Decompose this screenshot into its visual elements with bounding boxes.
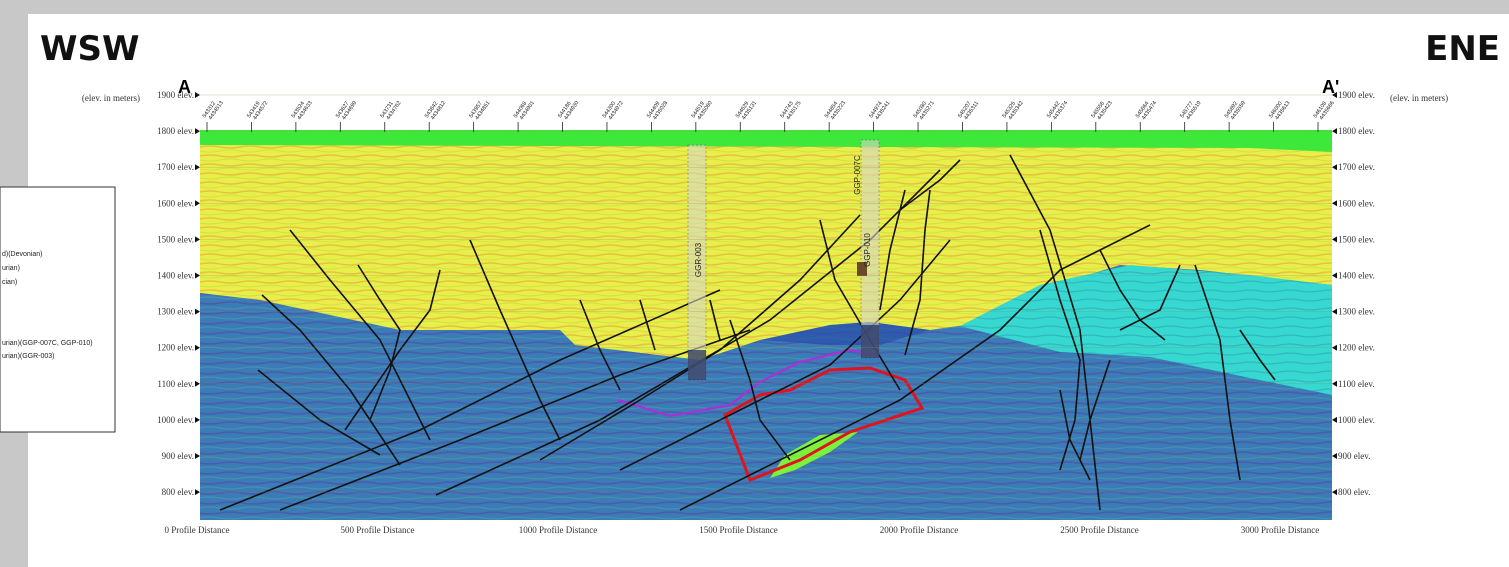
elevation-label: 1200 elev. <box>1338 343 1375 353</box>
distance-label: 2500 Profile Distance <box>1060 525 1138 535</box>
cross-section: d)(Devonian) urian) cian) urian)(GGP-007… <box>0 0 1509 567</box>
well-segment <box>688 350 706 380</box>
direction-right: ENE <box>1425 29 1500 69</box>
elevation-label: 1600 elev. <box>1338 198 1375 208</box>
elevation-label: 1300 elev. <box>157 307 194 317</box>
elevation-label: 1100 elev. <box>1338 379 1375 389</box>
elevation-label: 1700 elev. <box>1338 162 1375 172</box>
elevation-label: 1800 elev. <box>157 126 194 136</box>
elevation-label: 1100 elev. <box>157 379 194 389</box>
elevation-label: 1400 elev. <box>157 271 194 281</box>
well-label: GGP-007C <box>853 155 862 195</box>
elevation-label: 1500 elev. <box>1338 234 1375 244</box>
geology <box>200 130 1332 520</box>
legend-item: urian)(GGR-003) <box>2 353 55 360</box>
page: d)(Devonian) urian) cian) urian)(GGP-007… <box>0 0 1509 567</box>
unit-left: (elev. in meters) <box>82 93 140 103</box>
legend-item: d)(Devonian) <box>2 251 42 258</box>
elevation-label: 800 elev. <box>1338 487 1370 497</box>
direction-left: WSW <box>40 29 140 69</box>
legend-item: urian)(GGP-007C, GGP-010) <box>2 340 93 347</box>
elevation-label: 1400 elev. <box>1338 271 1375 281</box>
distance-label: 0 Profile Distance <box>165 525 230 535</box>
elevation-label: 1500 elev. <box>157 234 194 244</box>
unit-right: (elev. in meters) <box>1390 93 1448 103</box>
legend-item: urian) <box>2 265 20 272</box>
elevation-label: 1800 elev. <box>1338 126 1375 136</box>
elevation-label: 900 elev. <box>1338 451 1370 461</box>
elevation-label: 1300 elev. <box>1338 307 1375 317</box>
well-label: GGP-010 <box>863 233 872 267</box>
elevation-label: 1200 elev. <box>157 343 194 353</box>
legend-box <box>0 187 115 432</box>
elevation-label: 1000 elev. <box>157 415 194 425</box>
distance-label: 3000 Profile Distance <box>1241 525 1319 535</box>
well-label: GGR-003 <box>694 242 703 277</box>
elevation-label: 1700 elev. <box>157 162 194 172</box>
elevation-label: 1600 elev. <box>157 198 194 208</box>
distance-label: 1500 Profile Distance <box>699 525 777 535</box>
elevation-label: 800 elev. <box>162 487 194 497</box>
distance-label: 1000 Profile Distance <box>519 525 597 535</box>
elevation-label: 1900 elev. <box>157 90 194 100</box>
elevation-label: 1900 elev. <box>1338 90 1375 100</box>
distance-label: 500 Profile Distance <box>341 525 415 535</box>
elevation-label: 900 elev. <box>162 451 194 461</box>
well-segment <box>861 325 879 358</box>
distance-label: 2000 Profile Distance <box>880 525 958 535</box>
legend-item: cian) <box>2 279 17 286</box>
elevation-label: 1000 elev. <box>1338 415 1375 425</box>
